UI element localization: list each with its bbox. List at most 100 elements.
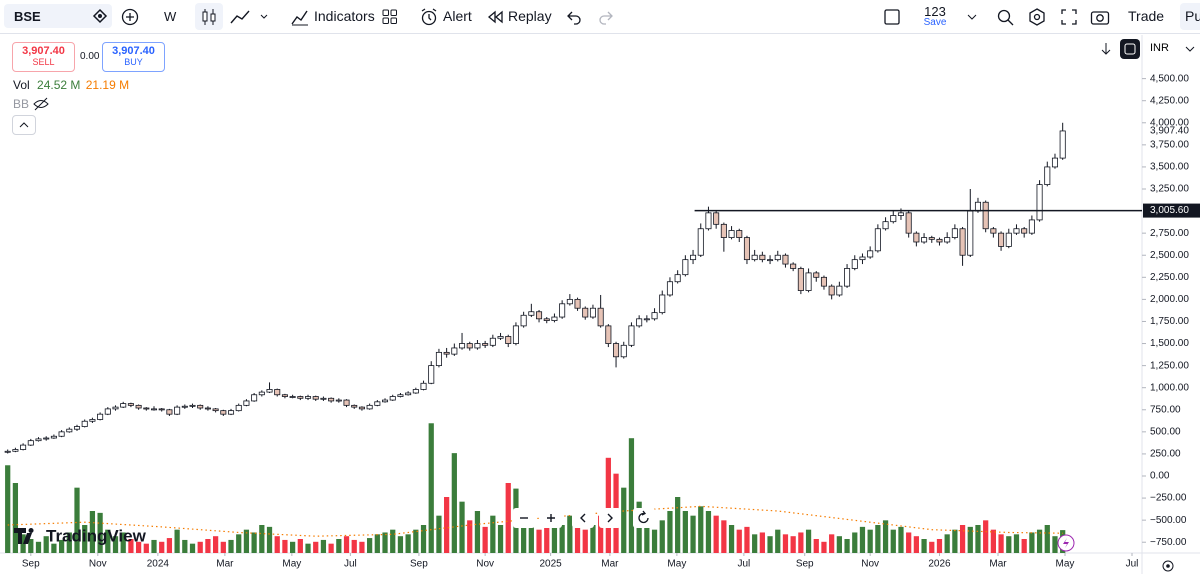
auto-scale[interactable] xyxy=(1120,39,1140,59)
layout-icon[interactable] xyxy=(883,8,901,26)
layout-menu[interactable] xyxy=(966,8,978,26)
candle-body xyxy=(466,343,473,349)
symbol[interactable]: BSE xyxy=(14,9,41,24)
candle-body xyxy=(697,228,704,256)
collapse-button[interactable] xyxy=(12,115,36,135)
candle-body xyxy=(674,274,681,283)
volume-bar xyxy=(752,534,758,553)
volume-bar xyxy=(5,465,11,553)
candle-body xyxy=(12,449,19,452)
save-button[interactable]: Save xyxy=(923,17,947,28)
x-tick-label: Jul xyxy=(344,559,357,570)
y-tick-label: 3,500.00 xyxy=(1150,162,1189,173)
y-tick-label: 2,750.00 xyxy=(1150,228,1189,239)
candle-body xyxy=(790,263,797,269)
volume-bar xyxy=(266,526,273,553)
candle-body xyxy=(713,212,720,225)
hline-label: 3,005.60 xyxy=(1150,205,1189,216)
currency-menu[interactable] xyxy=(1185,46,1195,52)
volume-bar xyxy=(351,539,357,553)
candle-body xyxy=(104,408,111,415)
publish-button[interactable]: Pu xyxy=(1180,3,1200,30)
chart-type-button[interactable] xyxy=(195,3,223,30)
candle-body xyxy=(1044,166,1051,185)
volume-bar xyxy=(521,511,527,553)
volume-bar xyxy=(1029,532,1035,553)
candle-body xyxy=(73,426,81,430)
candle-body xyxy=(805,272,812,291)
candle-body xyxy=(897,212,904,216)
y-tick-label: 1,500.00 xyxy=(1150,338,1189,349)
volume-bar xyxy=(628,438,635,553)
candle-body xyxy=(505,336,512,344)
candle-body xyxy=(605,325,612,344)
x-tick-label: May xyxy=(667,559,686,570)
candle-body xyxy=(281,394,288,397)
candle-body xyxy=(528,311,535,316)
buy-button[interactable]: 3,907.40 BUY xyxy=(102,42,165,72)
candle-body xyxy=(335,399,342,402)
volume-bar xyxy=(343,536,350,553)
candle-body xyxy=(297,396,304,399)
candle-body xyxy=(589,307,596,318)
replay-button[interactable]: Replay xyxy=(508,8,552,24)
volume-bar xyxy=(297,539,303,553)
trade-button[interactable]: Trade xyxy=(1128,8,1165,24)
volume-bar xyxy=(844,539,850,553)
indicators-button[interactable]: Indicators xyxy=(314,8,375,24)
volume-bar xyxy=(28,539,34,553)
watch-icon[interactable] xyxy=(92,8,108,24)
volume-bar xyxy=(1044,525,1050,553)
volume-bar xyxy=(174,529,180,553)
candle-body xyxy=(258,391,265,396)
y-tick-label: 1,250.00 xyxy=(1150,360,1189,371)
volume-bar xyxy=(66,532,72,553)
volume-bar xyxy=(482,526,488,553)
volume-bar xyxy=(236,534,242,553)
templates-icon[interactable] xyxy=(381,8,399,26)
alert-icon xyxy=(421,8,437,26)
candle-body xyxy=(936,238,943,243)
scroll-left[interactable] xyxy=(572,508,594,528)
hline-tag xyxy=(1143,203,1200,218)
fullscreen-icon[interactable] xyxy=(1060,8,1078,26)
volume-bar xyxy=(35,541,42,553)
candle-body xyxy=(358,406,365,410)
volume-bar xyxy=(574,520,581,553)
candle-body xyxy=(774,254,781,261)
alert-button[interactable]: Alert xyxy=(443,8,472,24)
scroll-right[interactable] xyxy=(599,508,621,528)
volume-bar xyxy=(143,543,149,553)
compare-icon[interactable] xyxy=(121,8,139,26)
snapshot-icon[interactable] xyxy=(1090,8,1110,26)
volume-ma-line xyxy=(7,505,1063,537)
volume-bar xyxy=(228,539,234,553)
layout-name[interactable]: 123 xyxy=(924,4,946,19)
sell-button[interactable]: 3,907.40 SELL xyxy=(12,42,75,72)
scroll-down[interactable] xyxy=(1096,39,1116,59)
candle-body xyxy=(705,212,712,230)
search-icon[interactable] xyxy=(996,8,1014,26)
y-tick-label: 2,250.00 xyxy=(1150,272,1189,283)
redo-icon[interactable] xyxy=(597,8,615,26)
settings-icon[interactable] xyxy=(1028,8,1046,26)
indicator-line-icon[interactable] xyxy=(230,8,270,26)
collapse-icon xyxy=(19,122,29,128)
candle-body xyxy=(844,268,851,287)
nav-buttons xyxy=(513,508,655,528)
candle-body xyxy=(428,365,435,384)
undo-icon[interactable] xyxy=(565,8,583,26)
spread: 0.00 xyxy=(80,51,100,62)
volume-bar xyxy=(405,534,411,553)
reset-view[interactable] xyxy=(633,508,655,528)
time-settings[interactable] xyxy=(1162,560,1174,572)
candle-body xyxy=(43,437,50,440)
interval[interactable]: W xyxy=(164,9,177,24)
currency[interactable]: INR xyxy=(1150,42,1169,54)
volume-bar xyxy=(890,529,896,553)
candle-body xyxy=(489,337,496,346)
hide-icon[interactable] xyxy=(33,97,49,111)
x-tick-label: Sep xyxy=(22,559,40,570)
x-tick-label: Sep xyxy=(796,559,814,570)
x-tick-label: 2025 xyxy=(539,559,562,570)
